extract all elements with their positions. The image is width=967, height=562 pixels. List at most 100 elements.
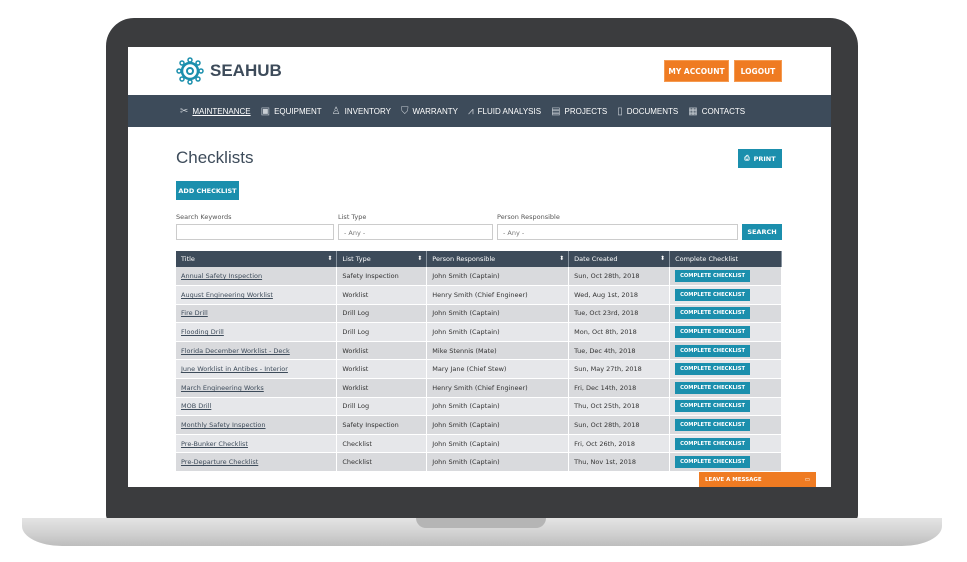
checklist-title-link[interactable]: MOB Drill: [181, 402, 212, 411]
checklist-title-link[interactable]: March Engineering Works: [181, 383, 264, 392]
leave-message-widget[interactable]: LEAVE A MESSAGE ▭: [699, 472, 816, 487]
keywords-input[interactable]: [176, 224, 334, 240]
cell: John Smith (Captain): [426, 267, 570, 287]
nav-item-documents[interactable]: ▯ DOCUMENTS: [617, 105, 679, 117]
column-header[interactable]: Date Created ⬍: [568, 251, 671, 267]
cell: John Smith (Captain): [426, 434, 570, 454]
table-row: Florida December Worklist - Deck Worklist…: [176, 341, 782, 361]
checklist-title-link[interactable]: Fire Drill: [181, 309, 208, 318]
complete-checklist-button[interactable]: COMPLETE CHECKLIST: [675, 456, 751, 469]
nav-item-inventory[interactable]: ♙ INVENTORY: [331, 105, 391, 117]
screen: SEAHUB MY ACCOUNT LOGOUT ✂ MAINTENANCE ▣ EQ…: [128, 47, 831, 487]
cell: John Smith (Captain): [426, 452, 570, 473]
sort-icon[interactable]: ⬍: [417, 255, 423, 262]
checklist-title-link[interactable]: Monthly Safety Inspection: [181, 421, 266, 430]
brand-name: SEAHUB: [210, 61, 282, 80]
equipment-icon: ▣: [260, 105, 271, 117]
table-row: Fire Drill Drill Log John Smith (Captain) T…: [176, 304, 782, 324]
table-row: Monthly Safety Inspection Safety Inspecti…: [176, 415, 782, 435]
logout-button[interactable]: LOGOUT: [734, 60, 782, 82]
sort-icon[interactable]: ⬍: [327, 255, 333, 262]
chart-icon: ⩘: [467, 105, 474, 117]
cell: Worklist: [336, 341, 428, 361]
table-row: Flooding Drill Drill Log John Smith (Capta…: [176, 322, 782, 342]
cell: Henry Smith (Chief Engineer): [426, 285, 570, 305]
checklist-title-link[interactable]: Pre-Departure Checklist: [181, 458, 259, 467]
complete-checklist-button[interactable]: COMPLETE CHECKLIST: [675, 437, 751, 450]
cell: John Smith (Captain): [426, 304, 570, 324]
cell: Tue, Dec 4th, 2018: [568, 341, 671, 361]
keywords-label: Search Keywords: [176, 213, 232, 221]
complete-checklist-button[interactable]: COMPLETE CHECKLIST: [675, 400, 751, 413]
complete-checklist-button[interactable]: COMPLETE CHECKLIST: [675, 270, 751, 283]
person-label: Person Responsible: [497, 213, 560, 221]
cell: Mary Jane (Chief Stew): [426, 359, 570, 380]
cell: Worklist: [336, 359, 428, 380]
table-row: August Engineering Worklist Worklist Henry…: [176, 285, 782, 305]
list-type-label: List Type: [338, 213, 367, 221]
cell: Wed, Aug 1st, 2018: [568, 285, 671, 305]
nav-item-equipment[interactable]: ▣ EQUIPMENT: [260, 105, 322, 117]
cell: Thu, Oct 25th, 2018: [568, 397, 671, 417]
checklist-title-link[interactable]: Pre-Bunker Checklist: [181, 439, 248, 448]
complete-checklist-button[interactable]: COMPLETE CHECKLIST: [675, 307, 751, 320]
nav-item-fluid-analysis[interactable]: ⩘ FLUID ANALYSIS: [467, 105, 542, 117]
page-title: Checklists: [176, 148, 254, 167]
printer-icon: ⎙: [744, 154, 750, 162]
gear-logo-icon: [176, 57, 204, 85]
nav-item-projects[interactable]: ▤ PROJECTS: [551, 105, 608, 117]
person-select[interactable]: - Any -: [497, 224, 738, 240]
column-header[interactable]: Title ⬍: [176, 251, 338, 267]
column-header[interactable]: Person Responsible ⬍: [426, 251, 570, 267]
projects-icon: ▤: [551, 105, 561, 117]
checklist-title-link[interactable]: June Worklist in Antibes - Interior: [181, 365, 288, 374]
column-header[interactable]: List Type ⬍: [336, 251, 428, 267]
complete-checklist-button[interactable]: COMPLETE CHECKLIST: [675, 381, 751, 394]
sort-icon[interactable]: ⬍: [660, 255, 666, 262]
table-row: Annual Safety Inspection Safety Inspectio…: [176, 267, 782, 287]
cell: Sun, Oct 28th, 2018: [568, 267, 671, 287]
laptop-notch: [416, 518, 546, 528]
cell: Drill Log: [336, 322, 428, 342]
my-account-button[interactable]: MY ACCOUNT: [664, 60, 729, 82]
cell: Checklist: [336, 434, 428, 454]
sort-icon[interactable]: ⬍: [559, 255, 565, 262]
checklist-table: Title ⬍ List Type ⬍ Person Responsible ⬍ Date …: [176, 251, 782, 473]
cell: Tue, Oct 23rd, 2018: [568, 304, 671, 324]
complete-checklist-button[interactable]: COMPLETE CHECKLIST: [675, 363, 751, 376]
cell: Safety Inspection: [336, 415, 428, 435]
main-nav: ✂ MAINTENANCE ▣ EQUIPMENT ♙ INVENTORY ⛉ WARRANT…: [128, 95, 831, 127]
nav-item-maintenance[interactable]: ✂ MAINTENANCE: [180, 105, 251, 117]
table-row: March Engineering Works Worklist Henry Smi…: [176, 378, 782, 398]
minimize-icon[interactable]: ▭: [804, 476, 810, 483]
add-checklist-button[interactable]: ADD CHECKLIST: [176, 181, 239, 200]
cell: Drill Log: [336, 397, 428, 417]
complete-checklist-button[interactable]: COMPLETE CHECKLIST: [675, 419, 751, 432]
shield-icon: ⛉: [401, 105, 409, 117]
complete-checklist-button[interactable]: COMPLETE CHECKLIST: [675, 344, 751, 357]
nav-item-contacts[interactable]: ▦ CONTACTS: [688, 105, 746, 117]
complete-checklist-button[interactable]: COMPLETE CHECKLIST: [675, 326, 751, 339]
checklist-title-link[interactable]: Annual Safety Inspection: [181, 272, 263, 281]
complete-checklist-button[interactable]: COMPLETE CHECKLIST: [675, 288, 751, 301]
search-button[interactable]: SEARCH: [742, 224, 782, 240]
cell: Sun, Oct 28th, 2018: [568, 415, 671, 435]
table-row: MOB Drill Drill Log John Smith (Captain) Th…: [176, 397, 782, 417]
nav-item-warranty[interactable]: ⛉ WARRANTY: [401, 105, 458, 117]
cell: Checklist: [336, 452, 428, 473]
logo[interactable]: SEAHUB: [176, 57, 282, 85]
checklist-title-link[interactable]: August Engineering Worklist: [181, 290, 273, 299]
column-header[interactable]: Complete Checklist: [669, 251, 782, 267]
cell: John Smith (Captain): [426, 397, 570, 417]
cell: Mon, Oct 8th, 2018: [568, 322, 671, 342]
list-type-select[interactable]: - Any -: [338, 224, 493, 240]
checklist-title-link[interactable]: Florida December Worklist - Deck: [181, 346, 290, 355]
cell: Fri, Oct 26th, 2018: [568, 434, 671, 454]
cell: Fri, Dec 14th, 2018: [568, 378, 671, 398]
wrench-screwdriver-icon: ✂: [180, 105, 189, 117]
checklist-title-link[interactable]: Flooding Drill: [181, 328, 224, 337]
cell: John Smith (Captain): [426, 415, 570, 435]
cell: Henry Smith (Chief Engineer): [426, 378, 570, 398]
cell: Worklist: [336, 378, 428, 398]
print-button[interactable]: ⎙ PRINT: [738, 149, 782, 168]
